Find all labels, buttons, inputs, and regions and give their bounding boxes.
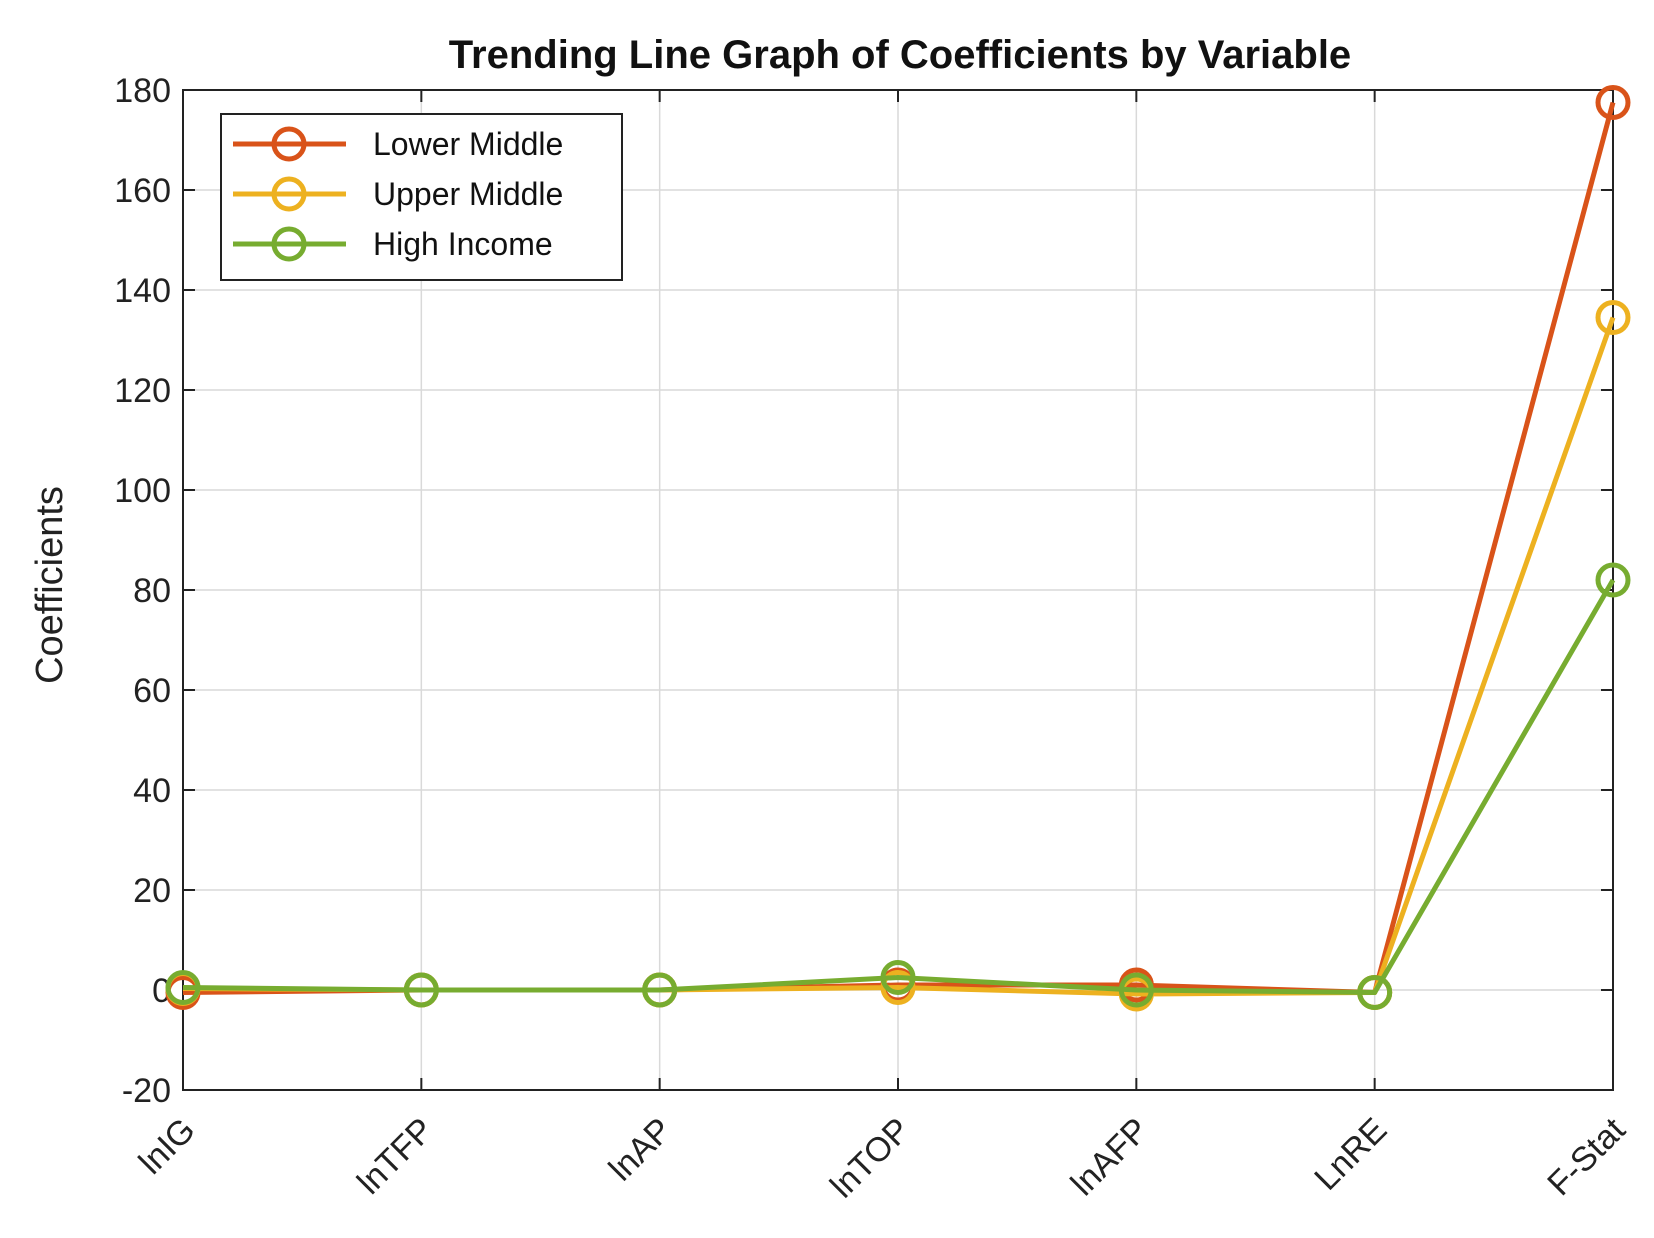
data-point	[165, 970, 201, 1005]
data-point	[1595, 562, 1631, 598]
legend-swatch-marker	[271, 126, 307, 162]
legend-label: Upper Middle	[373, 176, 563, 212]
x-tick-label: F-Stat	[1540, 1110, 1633, 1203]
x-tick-label: lnIG	[132, 1111, 203, 1182]
x-tick-label: lnTOP	[823, 1111, 918, 1206]
data-point	[1357, 975, 1393, 1010]
x-tick-label: lnAFP	[1064, 1111, 1156, 1203]
series-line	[182, 578, 1616, 995]
y-tick-label: 120	[114, 372, 171, 410]
y-tick-label: 160	[114, 172, 171, 210]
data-point	[880, 970, 916, 1005]
data-point	[642, 972, 678, 1008]
legend-label: Lower Middle	[373, 126, 563, 162]
x-tick-label: LnRE	[1307, 1111, 1394, 1198]
y-tick-label: 60	[133, 672, 171, 710]
x-tick-label: lnAP	[602, 1111, 680, 1189]
legend-swatch-marker	[271, 176, 307, 212]
data-point	[1595, 85, 1631, 120]
y-axis: -20 0 20 40 60 80 100 120 140 160 180	[114, 72, 1613, 1110]
y-tick-label: 0	[152, 972, 171, 1010]
y-tick-label: 40	[133, 772, 171, 810]
data-point	[1595, 300, 1631, 335]
legend: Lower Middle Upper Middle High Income	[220, 113, 623, 281]
legend-swatch-marker	[271, 226, 307, 262]
y-tick-label: 20	[133, 872, 171, 910]
y-axis-label: Coefficients	[29, 486, 71, 684]
legend-label: High Income	[373, 226, 553, 262]
y-tick-label: 100	[114, 472, 171, 510]
data-point	[1118, 972, 1154, 1008]
legend-box	[220, 113, 623, 281]
y-tick-label: 180	[114, 72, 171, 110]
data-point	[403, 972, 439, 1008]
y-tick-label: 80	[133, 572, 171, 610]
y-tick-label: -20	[122, 1072, 171, 1110]
x-tick-label: lnTFP	[350, 1111, 441, 1202]
series-group	[165, 85, 1631, 1012]
data-point	[880, 960, 916, 995]
chart-title: Trending Line Graph of Coefficients by V…	[449, 33, 1351, 77]
y-tick-label: 140	[114, 272, 171, 310]
